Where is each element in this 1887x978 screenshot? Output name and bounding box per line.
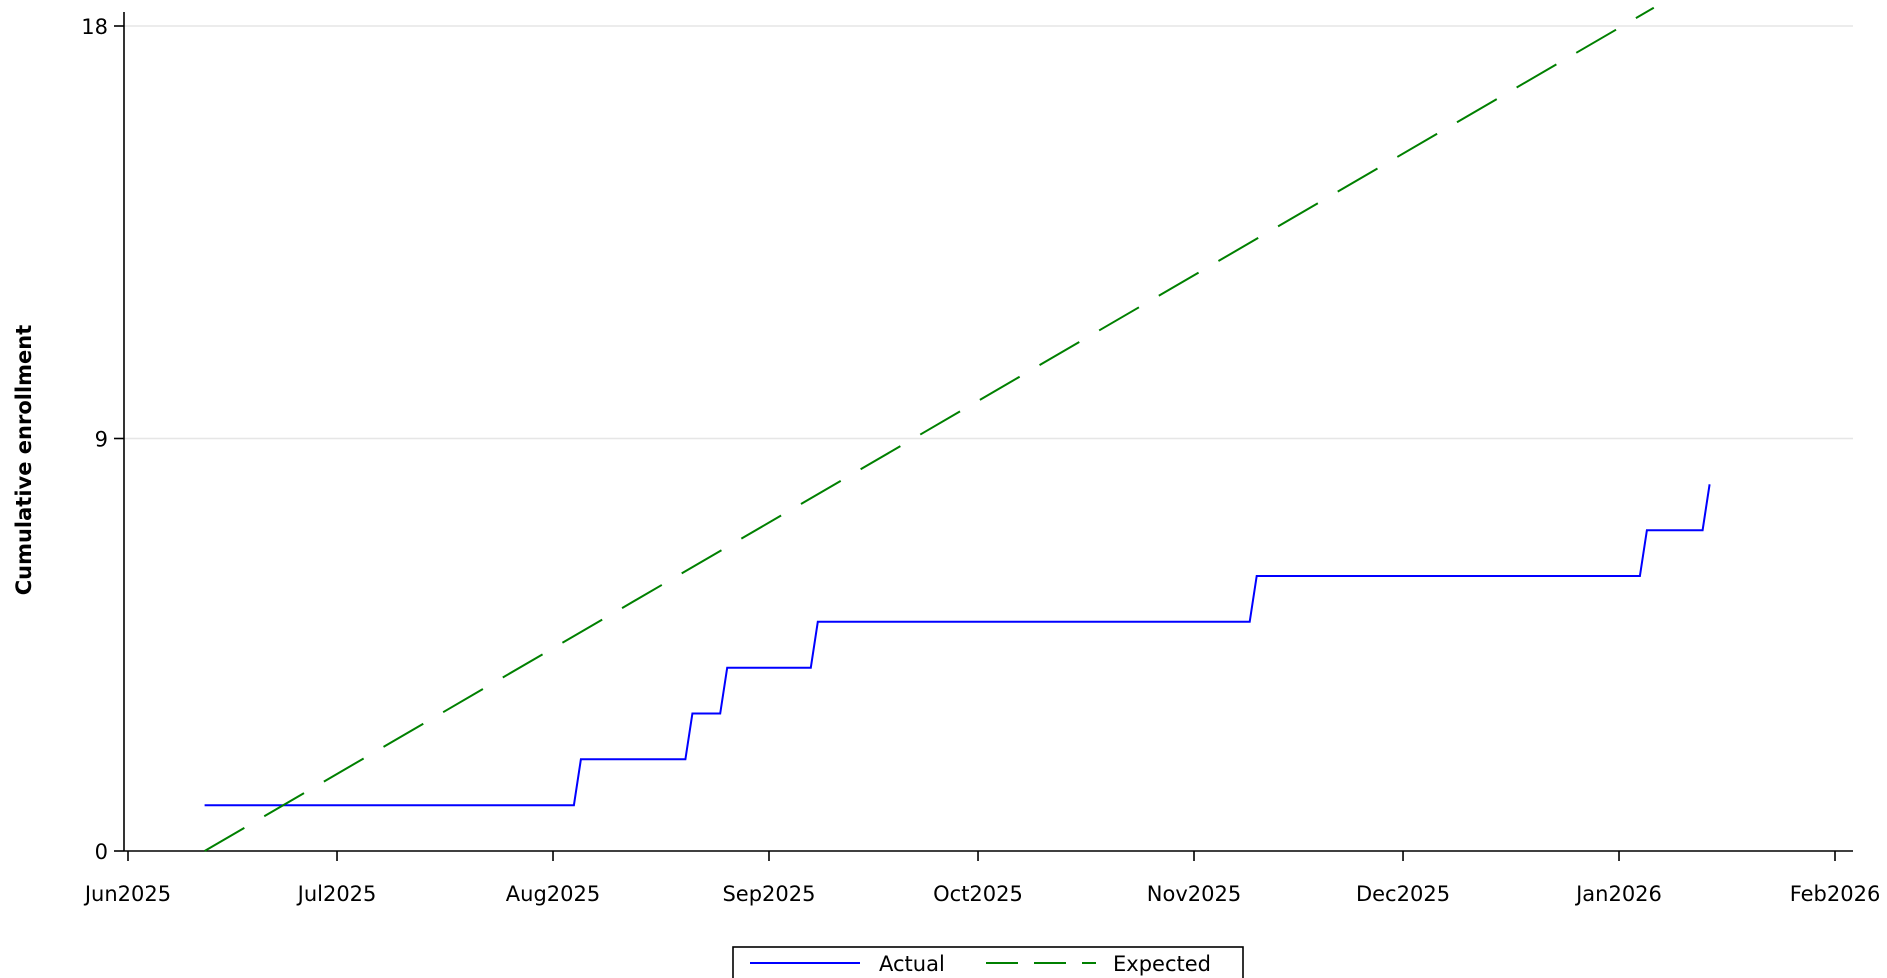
x-tick-label: Nov2025 bbox=[1147, 882, 1241, 906]
x-tick-label: Jun2025 bbox=[83, 882, 171, 906]
series-line-actual bbox=[204, 484, 1711, 807]
series-line-expected bbox=[204, 6, 1655, 852]
axes-layer bbox=[123, 12, 1853, 852]
x-tick-label: Sep2025 bbox=[722, 882, 815, 906]
y-tick-layer: 0 9 18 bbox=[81, 15, 124, 864]
x-tick-layer: Jun2025 Jul2025 Aug2025 Sep2025 Oct2025 Nov20… bbox=[83, 851, 1880, 906]
x-tick-label: Aug2025 bbox=[506, 882, 600, 906]
y-tick-label: 18 bbox=[81, 15, 108, 39]
y-tick-label: 9 bbox=[95, 428, 108, 452]
series-layer bbox=[204, 6, 1711, 852]
x-tick-label: Feb2026 bbox=[1790, 882, 1881, 906]
x-tick-label: Oct2025 bbox=[933, 882, 1023, 906]
legend-label-actual: Actual bbox=[879, 952, 945, 976]
y-axis-title: Cumulative enrollment bbox=[12, 325, 36, 596]
y-tick-label: 0 bbox=[95, 840, 108, 864]
x-tick-label: Jul2025 bbox=[296, 882, 377, 906]
legend: Actual Expected bbox=[732, 946, 1244, 978]
legend-label-expected: Expected bbox=[1113, 952, 1211, 976]
x-tick-label: Dec2025 bbox=[1356, 882, 1450, 906]
x-tick-label: Jan2026 bbox=[1574, 882, 1662, 906]
grid-layer bbox=[124, 25, 1853, 440]
